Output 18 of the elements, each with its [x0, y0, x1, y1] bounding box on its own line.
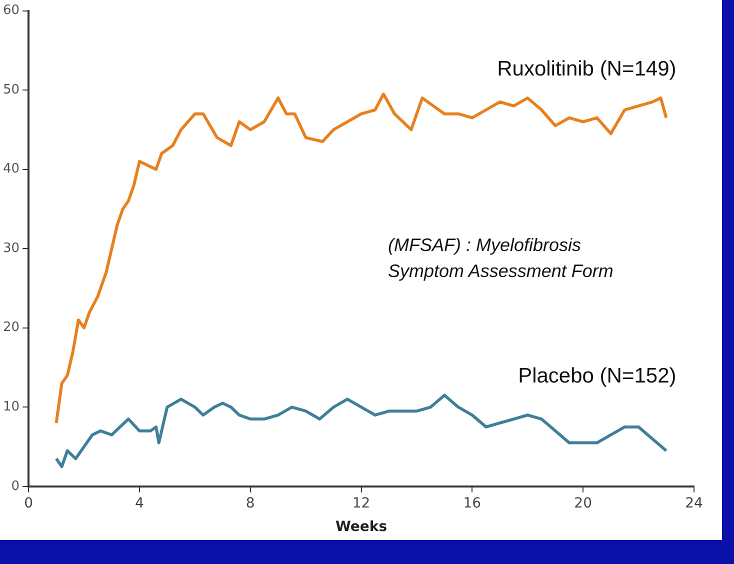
x-tick-label: 20: [574, 495, 592, 512]
x-tick-label: 4: [134, 495, 144, 512]
series-label: Ruxolitinib (N=149): [497, 57, 676, 80]
x-tick-label: 24: [685, 495, 703, 512]
x-tick-label: 0: [24, 495, 34, 512]
x-axis-title: Weeks: [335, 519, 388, 536]
x-tick-label: 16: [463, 495, 482, 512]
x-tick-label: 8: [246, 495, 255, 512]
series-label: Placebo (N=152): [518, 364, 676, 388]
y-tick-label: 30: [2, 240, 20, 256]
y-tick-label: 10: [2, 400, 20, 415]
y-tick-label: 50: [2, 82, 20, 98]
y-tick-label: 20: [2, 320, 20, 336]
y-tick-label: 0: [11, 478, 20, 494]
y-tick-label: 40: [2, 162, 20, 177]
x-tick-label: 12: [352, 495, 370, 512]
annotation: (MFSAF) : Myelofibrosis Symptom Assessment Form: [388, 234, 614, 283]
y-tick-label: 60: [2, 3, 20, 18]
